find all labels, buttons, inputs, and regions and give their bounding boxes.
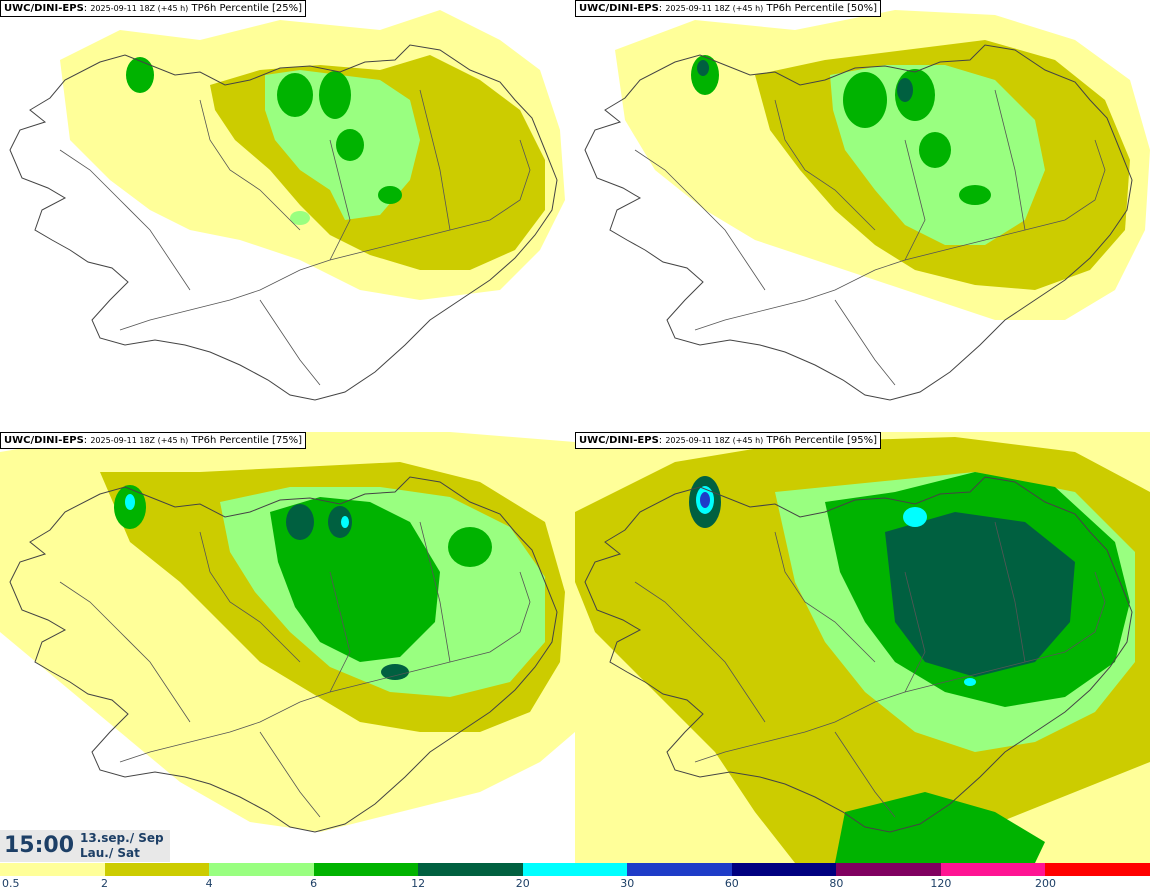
- colorbar-segment: [731, 863, 837, 876]
- valid-date-line2: Lau./ Sat: [80, 846, 140, 860]
- colorbar-label: 30: [620, 877, 635, 890]
- colorbar-label: 120: [930, 877, 952, 890]
- colorbar-label: 12: [411, 877, 426, 890]
- precip-cell-6to12: [843, 72, 887, 128]
- model-name: UWC/DINI-EPS: [579, 3, 659, 14]
- field-name: TP6h Percentile [95%]: [766, 435, 878, 446]
- map-panel-p25: UWC/DINI-EPS: 2025-09-11 18Z (+45 h) TP6…: [0, 0, 575, 431]
- colorbar-segment: [209, 863, 314, 876]
- precip-cell-4to6: [290, 211, 310, 225]
- precip-cell-12to20: [897, 78, 913, 102]
- colorbar-label: 4: [205, 877, 213, 890]
- colorbar-label: 0.5: [2, 877, 20, 890]
- field-name: TP6h Percentile [25%]: [191, 3, 303, 14]
- panel-title: UWC/DINI-EPS: 2025-09-11 18Z (+45 h) TP6…: [575, 0, 882, 17]
- precip-map: [584, 10, 1150, 401]
- run-time: 2025-09-11 18Z (+45 h): [665, 4, 764, 13]
- precip-map: [0, 432, 575, 833]
- map-panel-p75: UWC/DINI-EPS: 2025-09-11 18Z (+45 h) TP6…: [0, 432, 575, 863]
- valid-time-box: 15:00 13.sep./ Sep Lau./ Sat: [0, 830, 170, 862]
- colorbar-labels: 0.5 2 4 6 12 20 30 60 80 120 200: [0, 876, 1150, 891]
- model-name: UWC/DINI-EPS: [4, 435, 84, 446]
- colorbar-label: 2: [101, 877, 109, 890]
- colorbar-segment: [1045, 863, 1150, 876]
- colorbar-segment: [313, 863, 419, 876]
- precip-cell-20to30: [341, 516, 349, 528]
- precip-cell-20to30: [125, 494, 135, 510]
- precip-area-6to12: [270, 497, 440, 662]
- precip-cell-6to12: [277, 73, 313, 117]
- colorbar-segment: [940, 863, 1046, 876]
- model-name: UWC/DINI-EPS: [4, 3, 84, 14]
- precip-cell-20to30: [964, 678, 976, 686]
- model-name: UWC/DINI-EPS: [579, 435, 659, 446]
- colorbar-segment: [522, 863, 628, 876]
- precip-cell-12to20: [286, 504, 314, 540]
- colorbar-segment: [627, 863, 732, 876]
- colorbar-label: 20: [515, 877, 530, 890]
- precip-area-south: [835, 792, 1045, 863]
- precip-cell-20to30: [903, 507, 927, 527]
- precip-cell-12to20: [381, 664, 409, 680]
- colorbar-label: 200: [1034, 877, 1056, 890]
- precip-cell-6to12: [448, 527, 492, 567]
- panel-title: UWC/DINI-EPS: 2025-09-11 18Z (+45 h) TP6…: [0, 432, 307, 449]
- panel-title: UWC/DINI-EPS: 2025-09-11 18Z (+45 h) TP6…: [0, 0, 307, 17]
- colorbar: [0, 863, 1150, 876]
- colorbar-segment: [836, 863, 941, 876]
- precip-cell-6to12: [378, 186, 402, 204]
- precip-cell-6to12: [959, 185, 991, 205]
- colorbar-label: 80: [829, 877, 844, 890]
- precip-cell-6to12: [336, 129, 364, 161]
- valid-date: 13.sep./ Sep Lau./ Sat: [80, 831, 164, 861]
- precip-cell-30to60: [700, 492, 710, 508]
- precip-cell-6to12: [126, 57, 154, 93]
- precip-map: [575, 432, 1150, 863]
- panel-title: UWC/DINI-EPS: 2025-09-11 18Z (+45 h) TP6…: [575, 432, 882, 449]
- map-panel-p50: UWC/DINI-EPS: 2025-09-11 18Z (+45 h) TP6…: [575, 0, 1150, 431]
- precip-cell-12to20: [697, 60, 709, 76]
- precip-area-12to20: [885, 512, 1075, 677]
- valid-date-line1: 13.sep./ Sep: [80, 831, 164, 845]
- run-time: 2025-09-11 18Z (+45 h): [90, 436, 189, 445]
- colorbar-segment: [418, 863, 523, 876]
- field-name: TP6h Percentile [50%]: [766, 3, 878, 14]
- run-time: 2025-09-11 18Z (+45 h): [665, 436, 764, 445]
- colorbar-label: 60: [724, 877, 739, 890]
- colorbar-segment: [104, 863, 210, 876]
- precip-cell-6to12: [919, 132, 951, 168]
- field-name: TP6h Percentile [75%]: [191, 435, 303, 446]
- colorbar-label: 6: [310, 877, 318, 890]
- run-time: 2025-09-11 18Z (+45 h): [90, 4, 189, 13]
- map-panel-p95: UWC/DINI-EPS: 2025-09-11 18Z (+45 h) TP6…: [575, 432, 1150, 863]
- precip-cell-12to20: [328, 506, 352, 538]
- precip-cell-6to12: [319, 71, 351, 119]
- colorbar-segment: [0, 863, 105, 876]
- valid-time: 15:00: [4, 833, 75, 858]
- precip-map: [9, 10, 565, 401]
